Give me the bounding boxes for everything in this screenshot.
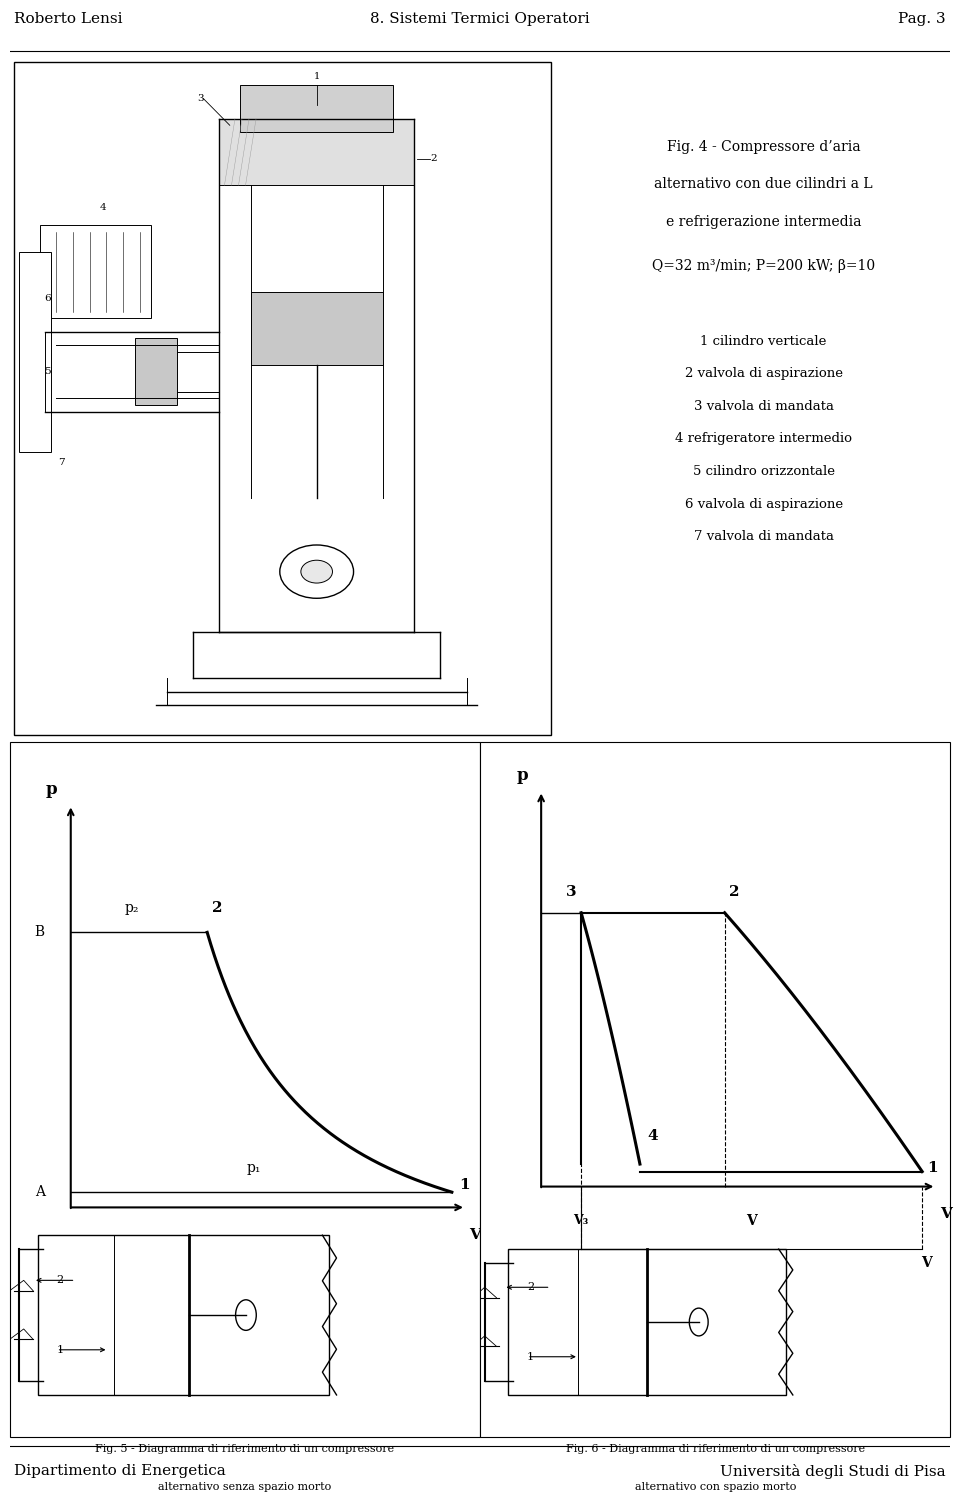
Text: 5: 5	[44, 367, 51, 376]
Bar	[219, 119, 414, 185]
Circle shape	[279, 544, 353, 599]
Text: 5 cilindro orizzontale: 5 cilindro orizzontale	[693, 465, 834, 478]
Bar	[14, 62, 550, 735]
Text: B: B	[35, 925, 45, 940]
Text: 2: 2	[430, 153, 437, 162]
Bar	[19, 251, 51, 451]
Bar	[40, 226, 151, 319]
Bar	[37, 1235, 329, 1394]
Text: 7: 7	[58, 459, 64, 468]
Circle shape	[689, 1308, 708, 1336]
Text: p₁: p₁	[247, 1161, 261, 1175]
Text: p₂: p₂	[125, 901, 139, 914]
Text: 8. Sistemi Termici Operatori: 8. Sistemi Termici Operatori	[371, 12, 589, 27]
Text: Fig. 5 - Diagramma di riferimento di un compressore: Fig. 5 - Diagramma di riferimento di un …	[95, 1444, 395, 1453]
Text: 6 valvola di aspirazione: 6 valvola di aspirazione	[684, 498, 843, 511]
Bar	[240, 86, 393, 132]
Text: 3: 3	[197, 95, 204, 104]
Text: 2: 2	[212, 901, 223, 914]
Text: V: V	[940, 1208, 951, 1221]
Text: 7 valvola di mandata: 7 valvola di mandata	[694, 531, 833, 543]
Text: V: V	[746, 1214, 757, 1229]
Circle shape	[235, 1299, 256, 1331]
Text: V: V	[469, 1229, 481, 1242]
Text: 1: 1	[459, 1178, 469, 1193]
Text: 6: 6	[44, 293, 51, 302]
Text: Pag. 3: Pag. 3	[898, 12, 946, 27]
Text: alternativo senza spazio morto: alternativo senza spazio morto	[158, 1481, 331, 1492]
Text: alternativo con due cilindri a L: alternativo con due cilindri a L	[655, 177, 873, 191]
Text: 3: 3	[565, 884, 576, 899]
Text: 1: 1	[527, 1352, 534, 1361]
Text: 4: 4	[100, 203, 107, 212]
Bar	[251, 292, 382, 365]
Text: Fig. 4 - Compressore d’aria: Fig. 4 - Compressore d’aria	[667, 140, 860, 153]
Text: Dipartimento di Energetica: Dipartimento di Energetica	[14, 1465, 226, 1478]
Text: 2 valvola di aspirazione: 2 valvola di aspirazione	[684, 367, 843, 381]
Text: 2: 2	[57, 1275, 63, 1286]
Text: A: A	[35, 1185, 45, 1199]
Text: V: V	[922, 1256, 932, 1269]
Bar	[508, 1250, 785, 1394]
Text: 1 cilindro verticale: 1 cilindro verticale	[701, 334, 827, 347]
Text: 2: 2	[730, 884, 740, 899]
Text: Roberto Lensi: Roberto Lensi	[14, 12, 123, 27]
Text: e refrigerazione intermedia: e refrigerazione intermedia	[666, 215, 861, 229]
Text: 4 refrigeratore intermedio: 4 refrigeratore intermedio	[675, 433, 852, 445]
Text: p: p	[46, 781, 58, 797]
Text: 3 valvola di mandata: 3 valvola di mandata	[694, 400, 833, 412]
Text: 1: 1	[314, 72, 320, 81]
Circle shape	[300, 559, 332, 584]
Text: 4: 4	[647, 1130, 658, 1143]
Text: Q=32 m³/min; P=200 kW; β=10: Q=32 m³/min; P=200 kW; β=10	[652, 259, 876, 274]
Text: 1: 1	[926, 1161, 938, 1175]
Text: Università degli Studi di Pisa: Università degli Studi di Pisa	[720, 1463, 946, 1478]
Text: alternativo con spazio morto: alternativo con spazio morto	[635, 1481, 796, 1492]
Text: 2: 2	[527, 1283, 534, 1292]
Bar	[135, 338, 177, 405]
Text: p: p	[516, 767, 528, 784]
Text: 1: 1	[57, 1345, 63, 1355]
Text: V₃: V₃	[573, 1214, 588, 1227]
Text: Fig. 6 - Diagramma di riferimento di un compressore: Fig. 6 - Diagramma di riferimento di un …	[565, 1444, 865, 1453]
